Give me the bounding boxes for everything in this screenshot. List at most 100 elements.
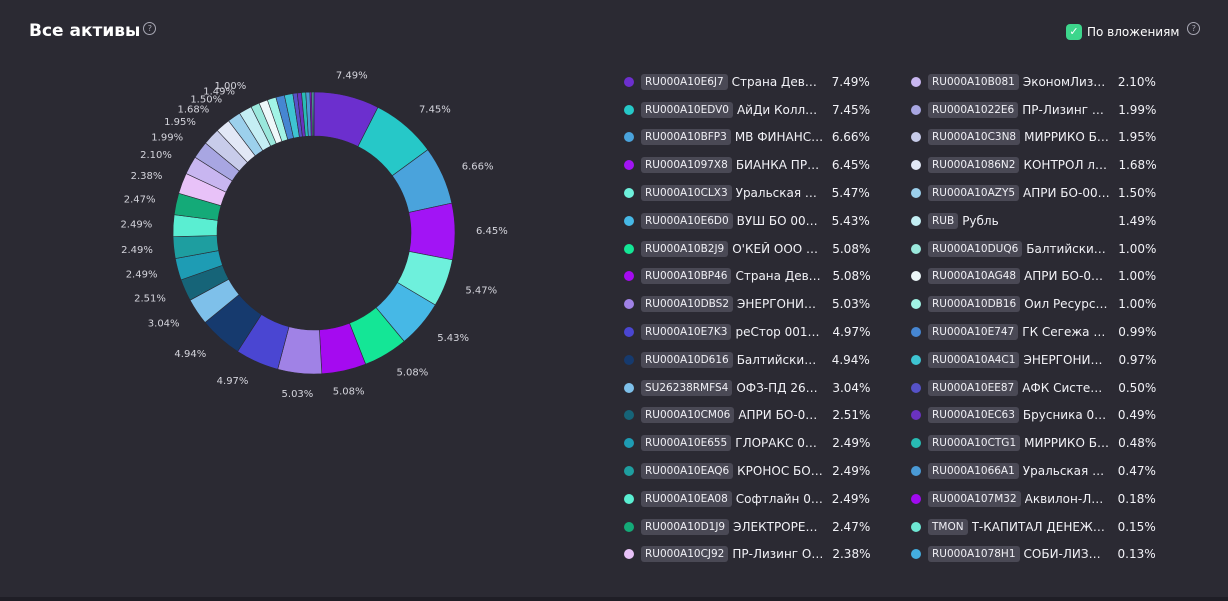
legend-percent: 2.10% bbox=[1117, 74, 1156, 89]
slice-data-label: 2.38% bbox=[131, 171, 163, 182]
legend-color-dot bbox=[624, 76, 634, 87]
legend-ticker-badge: RU000A1086N2 bbox=[928, 157, 1020, 174]
legend-item[interactable]: RUB Рубль 1.49% bbox=[911, 207, 1157, 235]
legend-ticker-badge: RU000A10A4C1 bbox=[928, 351, 1020, 368]
page-title: Все активы ? bbox=[29, 21, 157, 41]
slice-data-label: 5.08% bbox=[333, 386, 365, 397]
legend-asset-name: АйДи Коллект ... bbox=[736, 102, 824, 117]
legend-percent: 2.49% bbox=[832, 464, 871, 479]
legend-percent: 2.47% bbox=[832, 519, 871, 534]
slice-data-label: 1.50% bbox=[190, 95, 222, 106]
donut-slice[interactable] bbox=[408, 202, 456, 261]
legend-ticker-badge: RU000A10AG48 bbox=[928, 268, 1021, 285]
legend-asset-name: ГЛОРАКС 001Р-05 bbox=[735, 436, 824, 451]
slice-data-label: 5.03% bbox=[282, 389, 314, 400]
legend-ticker-badge: RU000A10D1J9 bbox=[641, 518, 730, 535]
checkbox-checked-icon[interactable]: ✓ bbox=[1066, 24, 1082, 40]
legend-color-dot bbox=[624, 104, 634, 115]
legend-asset-name: Балтийский ли... bbox=[1026, 241, 1110, 256]
legend-color-dot bbox=[624, 410, 634, 421]
legend-asset-name: ГК Сегежа 003Р-... bbox=[1022, 325, 1110, 340]
legend-percent: 1.50% bbox=[1118, 186, 1157, 201]
help-icon[interactable]: ? bbox=[143, 22, 157, 35]
legend-percent: 0.13% bbox=[1117, 547, 1156, 562]
toggle-help-icon[interactable]: ? bbox=[1187, 21, 1201, 35]
slice-data-label: 1.95% bbox=[164, 117, 196, 128]
legend-percent: 3.04% bbox=[832, 380, 871, 395]
legend-color-dot bbox=[624, 132, 634, 143]
donut-slice[interactable] bbox=[312, 91, 315, 137]
legend-percent: 0.18% bbox=[1117, 491, 1156, 506]
legend-percent: 1.99% bbox=[1118, 102, 1157, 117]
legend-percent: 7.49% bbox=[831, 74, 870, 89]
slice-data-label: 3.04% bbox=[148, 318, 180, 329]
legend-color-dot bbox=[624, 354, 634, 365]
legend-asset-name: СОБИ-ЛИЗИНГ ... bbox=[1023, 547, 1110, 562]
legend-percent: 0.48% bbox=[1118, 436, 1157, 451]
legend-color-dot bbox=[911, 327, 921, 338]
slice-data-label: 1.00% bbox=[215, 81, 247, 92]
legend-percent: 4.97% bbox=[832, 325, 871, 340]
legend-item[interactable]: RU000A10D1J9ЭЛЕКТРОРЕШЕН... 2.47% bbox=[624, 513, 871, 541]
legend-ticker-badge: RU000A10B2J9 bbox=[641, 240, 729, 257]
legend-asset-name: ЭЛЕКТРОРЕШЕН... bbox=[733, 519, 825, 534]
legend-ticker-badge: RU000A10CJ92 bbox=[641, 546, 729, 563]
legend-item[interactable]: TMON Т-КАПИТАЛ ДЕНЕЖНЫ... 0.15% bbox=[911, 513, 1157, 541]
legend-percent: 1.49% bbox=[1118, 213, 1157, 228]
legend-percent: 2.49% bbox=[831, 491, 870, 506]
slice-data-label: 1.99% bbox=[151, 133, 183, 144]
legend-percent: 6.45% bbox=[831, 158, 870, 173]
legend-item[interactable]: RU000A10EAQ6 КРОНОС БО-01 2.49% bbox=[624, 457, 871, 485]
legend-percent: 2.38% bbox=[832, 547, 871, 562]
legend-ticker-badge: RU000A10EA08 bbox=[641, 490, 732, 507]
legend-ticker-badge: RUB bbox=[928, 212, 959, 229]
by-investment-toggle[interactable]: ✓ По вложениям ? bbox=[1066, 21, 1201, 40]
legend-asset-name: МИРРИКО БО-... bbox=[1024, 130, 1111, 145]
legend-asset-name: ПР-Лизинг ООО... bbox=[732, 547, 824, 562]
legend-ticker-badge: RU000A1066A1 bbox=[928, 463, 1019, 480]
legend-color-dot bbox=[624, 549, 634, 560]
legend-ticker-badge: RU000A10BFP3 bbox=[641, 129, 731, 146]
legend-asset-name: Рубль bbox=[962, 213, 999, 228]
legend-asset-name: АПРИ БО-002Р-... bbox=[1024, 269, 1110, 284]
slice-data-label: 2.47% bbox=[124, 195, 156, 206]
legend-asset-name: КРОНОС БО-01 bbox=[737, 464, 825, 479]
legend-asset-name: Балтийский лиз... bbox=[736, 352, 824, 367]
legend-ticker-badge: RU000A10AZY5 bbox=[928, 185, 1020, 202]
legend-percent: 0.97% bbox=[1118, 352, 1157, 367]
legend-percent: 5.08% bbox=[832, 269, 871, 284]
legend-ticker-badge: RU000A10BP46 bbox=[641, 268, 732, 285]
